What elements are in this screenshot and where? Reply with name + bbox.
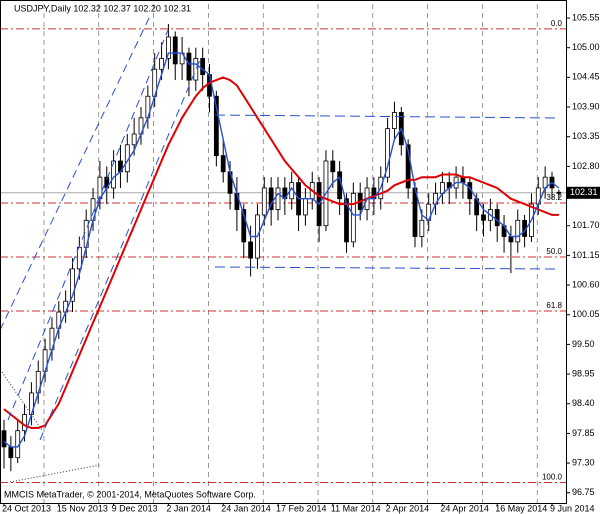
- candle-body: [159, 58, 164, 70]
- candle-body: [111, 160, 116, 189]
- footer: MMCIS MetaTrader, © 2001-2014, MetaQuote…: [4, 489, 256, 499]
- y-tick-label: 96.75: [572, 487, 595, 497]
- candle-body: [405, 144, 411, 189]
- plot-border: [0, 0, 567, 504]
- x-tick-label: 24 Oct 2013: [2, 503, 51, 513]
- x-tick-label: 24 Jan 2014: [221, 503, 271, 513]
- y-tick-label: 99.50: [572, 339, 595, 349]
- y-tick-label: 98.95: [572, 368, 595, 378]
- candle-body: [220, 155, 226, 173]
- candle-body: [172, 36, 178, 65]
- x-tick-label: 2 Apr 2014: [386, 503, 430, 513]
- y-tick-label: 101.15: [572, 250, 600, 260]
- x-tick-label: 24 Apr 2014: [440, 503, 489, 513]
- candle-body: [330, 160, 336, 173]
- y-tick-label: 103.35: [572, 131, 600, 141]
- y-tick-label: 104.45: [572, 72, 600, 82]
- x-tick-label: 16 May 2014: [495, 503, 547, 513]
- price-label: 102.31: [570, 187, 598, 197]
- y-tick-label: 97.30: [572, 457, 595, 467]
- candle-body: [268, 187, 274, 210]
- candle-body: [70, 268, 75, 302]
- x-tick-label: 11 Mar 2014: [331, 503, 381, 513]
- candle-body: [385, 128, 391, 178]
- dotted-line: [9, 464, 101, 483]
- x-tick-label: 17 Feb 2014: [276, 503, 327, 513]
- candle-body: [248, 241, 254, 259]
- candle-body: [508, 236, 514, 243]
- y-tick-label: 98.40: [572, 398, 595, 408]
- candle-body: [1, 430, 7, 448]
- y-tick-label: 105.55: [572, 12, 600, 22]
- y-tick-label: 97.85: [572, 428, 595, 438]
- x-tick-label: 2 Jan 2014: [166, 503, 211, 513]
- support-line: [214, 266, 556, 270]
- candle-body: [131, 133, 137, 146]
- x-tick-label: 9 Dec 2013: [112, 503, 158, 513]
- candle-body: [261, 187, 267, 216]
- candle-body: [193, 58, 199, 81]
- indicator-line: [3, 52, 560, 448]
- indicator-line: [3, 76, 559, 429]
- candle-body: [481, 214, 486, 221]
- channel-line: [0, 15, 151, 331]
- candle-body: [200, 58, 206, 76]
- drawn-lines: [0, 15, 561, 483]
- candle-body: [494, 209, 500, 227]
- y-tick-label: 100.05: [572, 309, 600, 319]
- candle-body: [350, 192, 356, 243]
- candle-body: [22, 414, 27, 432]
- candle-body: [186, 52, 192, 81]
- candle-body: [556, 191, 562, 194]
- candle-body: [302, 198, 308, 216]
- fib-label: 0.0: [551, 19, 563, 28]
- y-tick-label: 105.00: [572, 42, 600, 52]
- chart-title: USDJPY,Daily 102.32 102.37 102.20 102.31: [14, 3, 191, 13]
- x-tick-label: 15 Nov 2013: [57, 503, 108, 513]
- candle-body: [275, 187, 281, 210]
- y-tick-label: 102.80: [572, 161, 600, 171]
- fib-label: 61.8: [546, 301, 562, 310]
- fib-label: 100.0: [542, 473, 563, 482]
- price-box: [566, 186, 600, 199]
- candle-body: [344, 198, 349, 243]
- candle-body: [392, 112, 397, 130]
- fib-label: 50.0: [546, 247, 562, 256]
- y-tick-label: 101.70: [572, 220, 600, 230]
- y-tick-label: 100.60: [572, 279, 600, 289]
- x-tick-label: 9 Jun 2014: [550, 503, 595, 513]
- resistance-line: [214, 114, 561, 119]
- candle-body: [165, 36, 171, 59]
- fib-label: 38.2: [546, 193, 562, 202]
- plot-layer: 0.0 38.2 50.0 61.8 100.0: [0, 4, 566, 503]
- candle-body: [213, 95, 219, 156]
- channel-line: [39, 59, 201, 441]
- candle-body: [8, 446, 14, 459]
- candle-body: [515, 219, 521, 243]
- candle-body: [241, 209, 247, 243]
- channel-line: [7, 29, 169, 421]
- y-tick-label: 103.90: [572, 101, 600, 111]
- candle-body: [419, 219, 425, 237]
